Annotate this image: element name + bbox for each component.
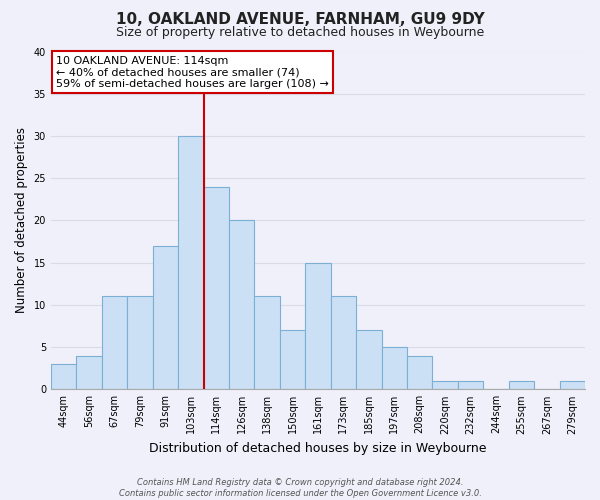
Bar — [76, 356, 102, 390]
Bar — [305, 262, 331, 390]
Bar — [433, 381, 458, 390]
Bar — [280, 330, 305, 390]
Y-axis label: Number of detached properties: Number of detached properties — [15, 128, 28, 314]
Bar — [356, 330, 382, 390]
Bar — [331, 296, 356, 390]
Bar — [203, 186, 229, 390]
X-axis label: Distribution of detached houses by size in Weybourne: Distribution of detached houses by size … — [149, 442, 487, 455]
Text: Size of property relative to detached houses in Weybourne: Size of property relative to detached ho… — [116, 26, 484, 39]
Bar — [102, 296, 127, 390]
Text: 10 OAKLAND AVENUE: 114sqm
← 40% of detached houses are smaller (74)
59% of semi-: 10 OAKLAND AVENUE: 114sqm ← 40% of detac… — [56, 56, 329, 89]
Bar — [458, 381, 483, 390]
Bar — [127, 296, 152, 390]
Bar — [407, 356, 433, 390]
Text: Contains HM Land Registry data © Crown copyright and database right 2024.
Contai: Contains HM Land Registry data © Crown c… — [119, 478, 481, 498]
Bar — [178, 136, 203, 390]
Text: 10, OAKLAND AVENUE, FARNHAM, GU9 9DY: 10, OAKLAND AVENUE, FARNHAM, GU9 9DY — [116, 12, 484, 28]
Bar — [152, 246, 178, 390]
Bar — [254, 296, 280, 390]
Bar — [229, 220, 254, 390]
Bar — [382, 347, 407, 390]
Bar — [51, 364, 76, 390]
Bar — [560, 381, 585, 390]
Bar — [509, 381, 534, 390]
